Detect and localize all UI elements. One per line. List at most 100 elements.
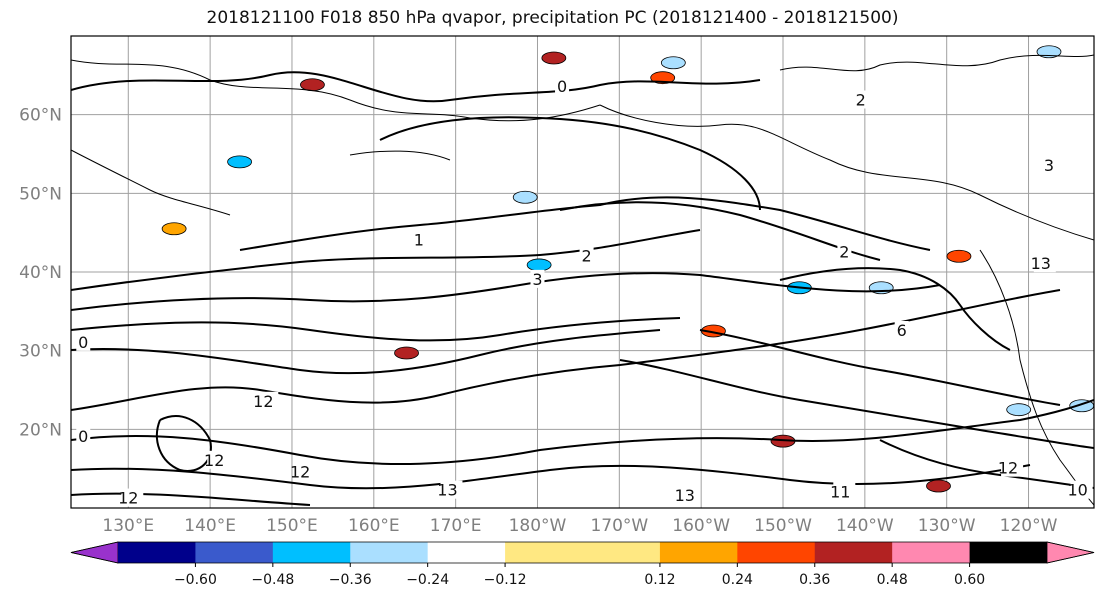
contour-label: 13	[675, 486, 695, 505]
coastline	[349, 150, 451, 161]
contour-label-bg	[1001, 458, 1024, 477]
contour-label: 12	[204, 451, 224, 470]
colorbar-tick-label: −0.36	[329, 572, 372, 588]
precip-patch	[161, 222, 187, 236]
contour-line	[71, 492, 311, 506]
lon-tick-label: 120°W	[1000, 516, 1058, 536]
contour-label-bg	[677, 486, 700, 505]
colorbar-tick-label: −0.12	[484, 572, 527, 588]
colorbar-extend-low	[70, 541, 119, 564]
contour-label: 2	[856, 91, 866, 110]
lat-tick-label: 30°N	[19, 342, 62, 362]
lon-tick-label: 130°E	[102, 516, 154, 536]
contour-label-bg	[1070, 480, 1093, 499]
contour-label-bg	[853, 90, 868, 109]
precipitation-patches	[161, 45, 1094, 493]
contour-label-bg	[579, 246, 594, 265]
precip-patch	[227, 155, 252, 169]
contour-label-bg	[293, 462, 316, 481]
precip-patch	[946, 249, 972, 263]
colorbar-tick-label: −0.60	[174, 572, 217, 588]
colorbar-segment	[505, 542, 661, 563]
contour-label-bg	[411, 230, 426, 249]
contour-label-bg	[256, 391, 279, 410]
contour-label: 12	[290, 463, 310, 482]
longitude-tick-labels: 130°E 140°E 150°E 160°E 170°E 180°W 170°W 160°W…	[102, 516, 1057, 536]
colorbar-segment	[350, 542, 429, 563]
lon-tick-label: 180°W	[509, 516, 567, 536]
colorbar-tick-label: 0.36	[799, 572, 830, 588]
map-frame	[70, 35, 1095, 509]
contour-label: 2	[839, 242, 849, 261]
colorbar-segment	[969, 542, 1048, 563]
contour-label: 0	[78, 427, 88, 446]
precip-patch	[541, 51, 567, 65]
chart-title: 2018121100 F018 850 hPa qvapor, precipit…	[206, 8, 899, 28]
colorbar-tick-label: 0.24	[722, 572, 753, 588]
lon-tick-label: 160°E	[348, 516, 400, 536]
colorbar-segment	[427, 542, 506, 563]
coastline	[779, 54, 1094, 72]
colorbar-tick-label: −0.24	[406, 572, 449, 588]
latitude-tick-labels: 60°N 50°N 40°N 30°N 20°N	[19, 106, 62, 441]
lat-tick-label: 40°N	[19, 263, 62, 283]
contour-line	[619, 359, 1094, 449]
coastline	[599, 104, 1094, 241]
colorbar: −0.60 −0.48 −0.36 −0.24 −0.12 0.12 0.24 0.36 0.4…	[70, 541, 1095, 588]
lon-tick-label: 130°W	[918, 516, 976, 536]
colorbar-segment	[118, 542, 196, 563]
lon-tick-label: 170°E	[430, 516, 482, 536]
colorbar-outline	[70, 541, 1095, 564]
contour-line	[879, 439, 1094, 489]
contour-label: 6	[897, 321, 907, 340]
contour-label-bg	[76, 427, 91, 446]
contour-line	[71, 289, 1061, 411]
contour-label: 12	[118, 489, 138, 508]
lat-tick-label: 60°N	[19, 106, 62, 126]
contour-label: 1	[414, 231, 424, 250]
contour-label-bg	[555, 77, 570, 96]
contour-label-bg	[833, 482, 856, 501]
lon-tick-label: 160°W	[672, 516, 730, 536]
colorbar-segment	[272, 542, 351, 563]
contour-label: 0	[78, 333, 88, 352]
lon-tick-label: 150°W	[754, 516, 812, 536]
contour-line	[155, 415, 212, 472]
precip-patch	[650, 71, 676, 85]
contour-line	[71, 399, 1094, 466]
precip-patch	[926, 479, 951, 493]
lon-tick-label: 150°E	[266, 516, 318, 536]
colorbar-tick-label: 0.60	[954, 572, 985, 588]
contour-label: 10	[1067, 481, 1087, 500]
qvapor-contours	[71, 71, 1094, 506]
lat-tick-label: 20°N	[19, 420, 62, 440]
contour-label: 11	[830, 482, 850, 501]
lon-tick-label: 140°E	[184, 516, 236, 536]
colorbar-tick-label: 0.48	[877, 572, 908, 588]
contour-label: 0	[557, 77, 567, 96]
contour-label: 3	[1044, 156, 1054, 175]
contour-label-bg	[894, 321, 909, 339]
colorbar-extend-high	[1046, 541, 1095, 564]
contour-line	[71, 329, 661, 375]
precip-patch	[300, 78, 325, 92]
contour-line	[71, 229, 701, 291]
contour-label: 13	[1031, 254, 1051, 273]
contour-line	[71, 71, 761, 103]
lon-tick-label: 140°W	[836, 516, 894, 536]
contour-line	[699, 329, 1061, 406]
contour-label-bg	[1033, 254, 1056, 273]
colorbar-segment	[659, 542, 738, 563]
contour-label-bg	[1041, 155, 1056, 174]
contour-line	[379, 116, 761, 211]
contour-label: 3	[532, 270, 542, 289]
coastlines	[71, 54, 1094, 506]
contour-line	[71, 272, 941, 311]
precip-patch	[660, 56, 686, 70]
contour-label: 12	[253, 392, 273, 411]
precip-patch	[1036, 45, 1062, 59]
precip-patch	[394, 346, 419, 360]
precip-patch	[1006, 403, 1032, 417]
